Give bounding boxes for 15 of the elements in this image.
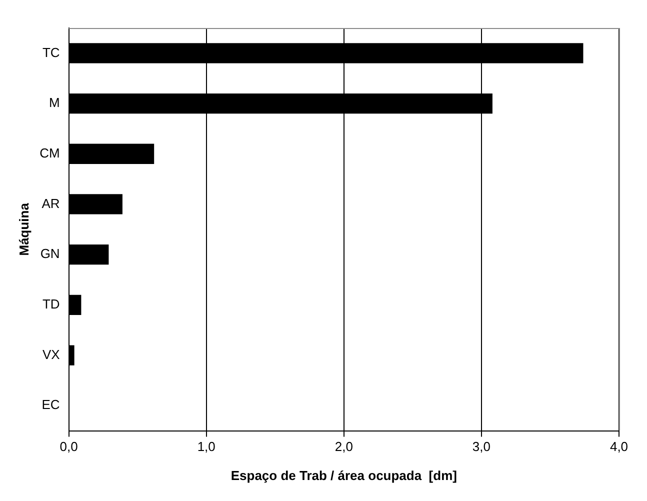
x-tick-label: 1,0 [197, 439, 216, 454]
x-axis-title: Espaço de Trab / área ocupada [dm] [230, 468, 457, 483]
x-tick-label: 2,0 [334, 439, 353, 454]
y-tick-label: GN [40, 246, 60, 262]
x-tick-label: 4,0 [610, 439, 628, 454]
y-axis-title: Máquina [16, 202, 32, 256]
y-tick-label: CM [40, 145, 60, 160]
y-tick-label: TD [42, 296, 60, 312]
y-tick-label: AR [42, 196, 60, 211]
y-tick-label: M [48, 95, 60, 110]
x-tick-label: 0,0 [60, 439, 78, 454]
y-tick-label: EC [42, 397, 60, 412]
x-tick-label: 3,0 [472, 439, 490, 454]
y-tick-label: TC [42, 44, 60, 60]
y-tick-label: VX [42, 346, 60, 362]
